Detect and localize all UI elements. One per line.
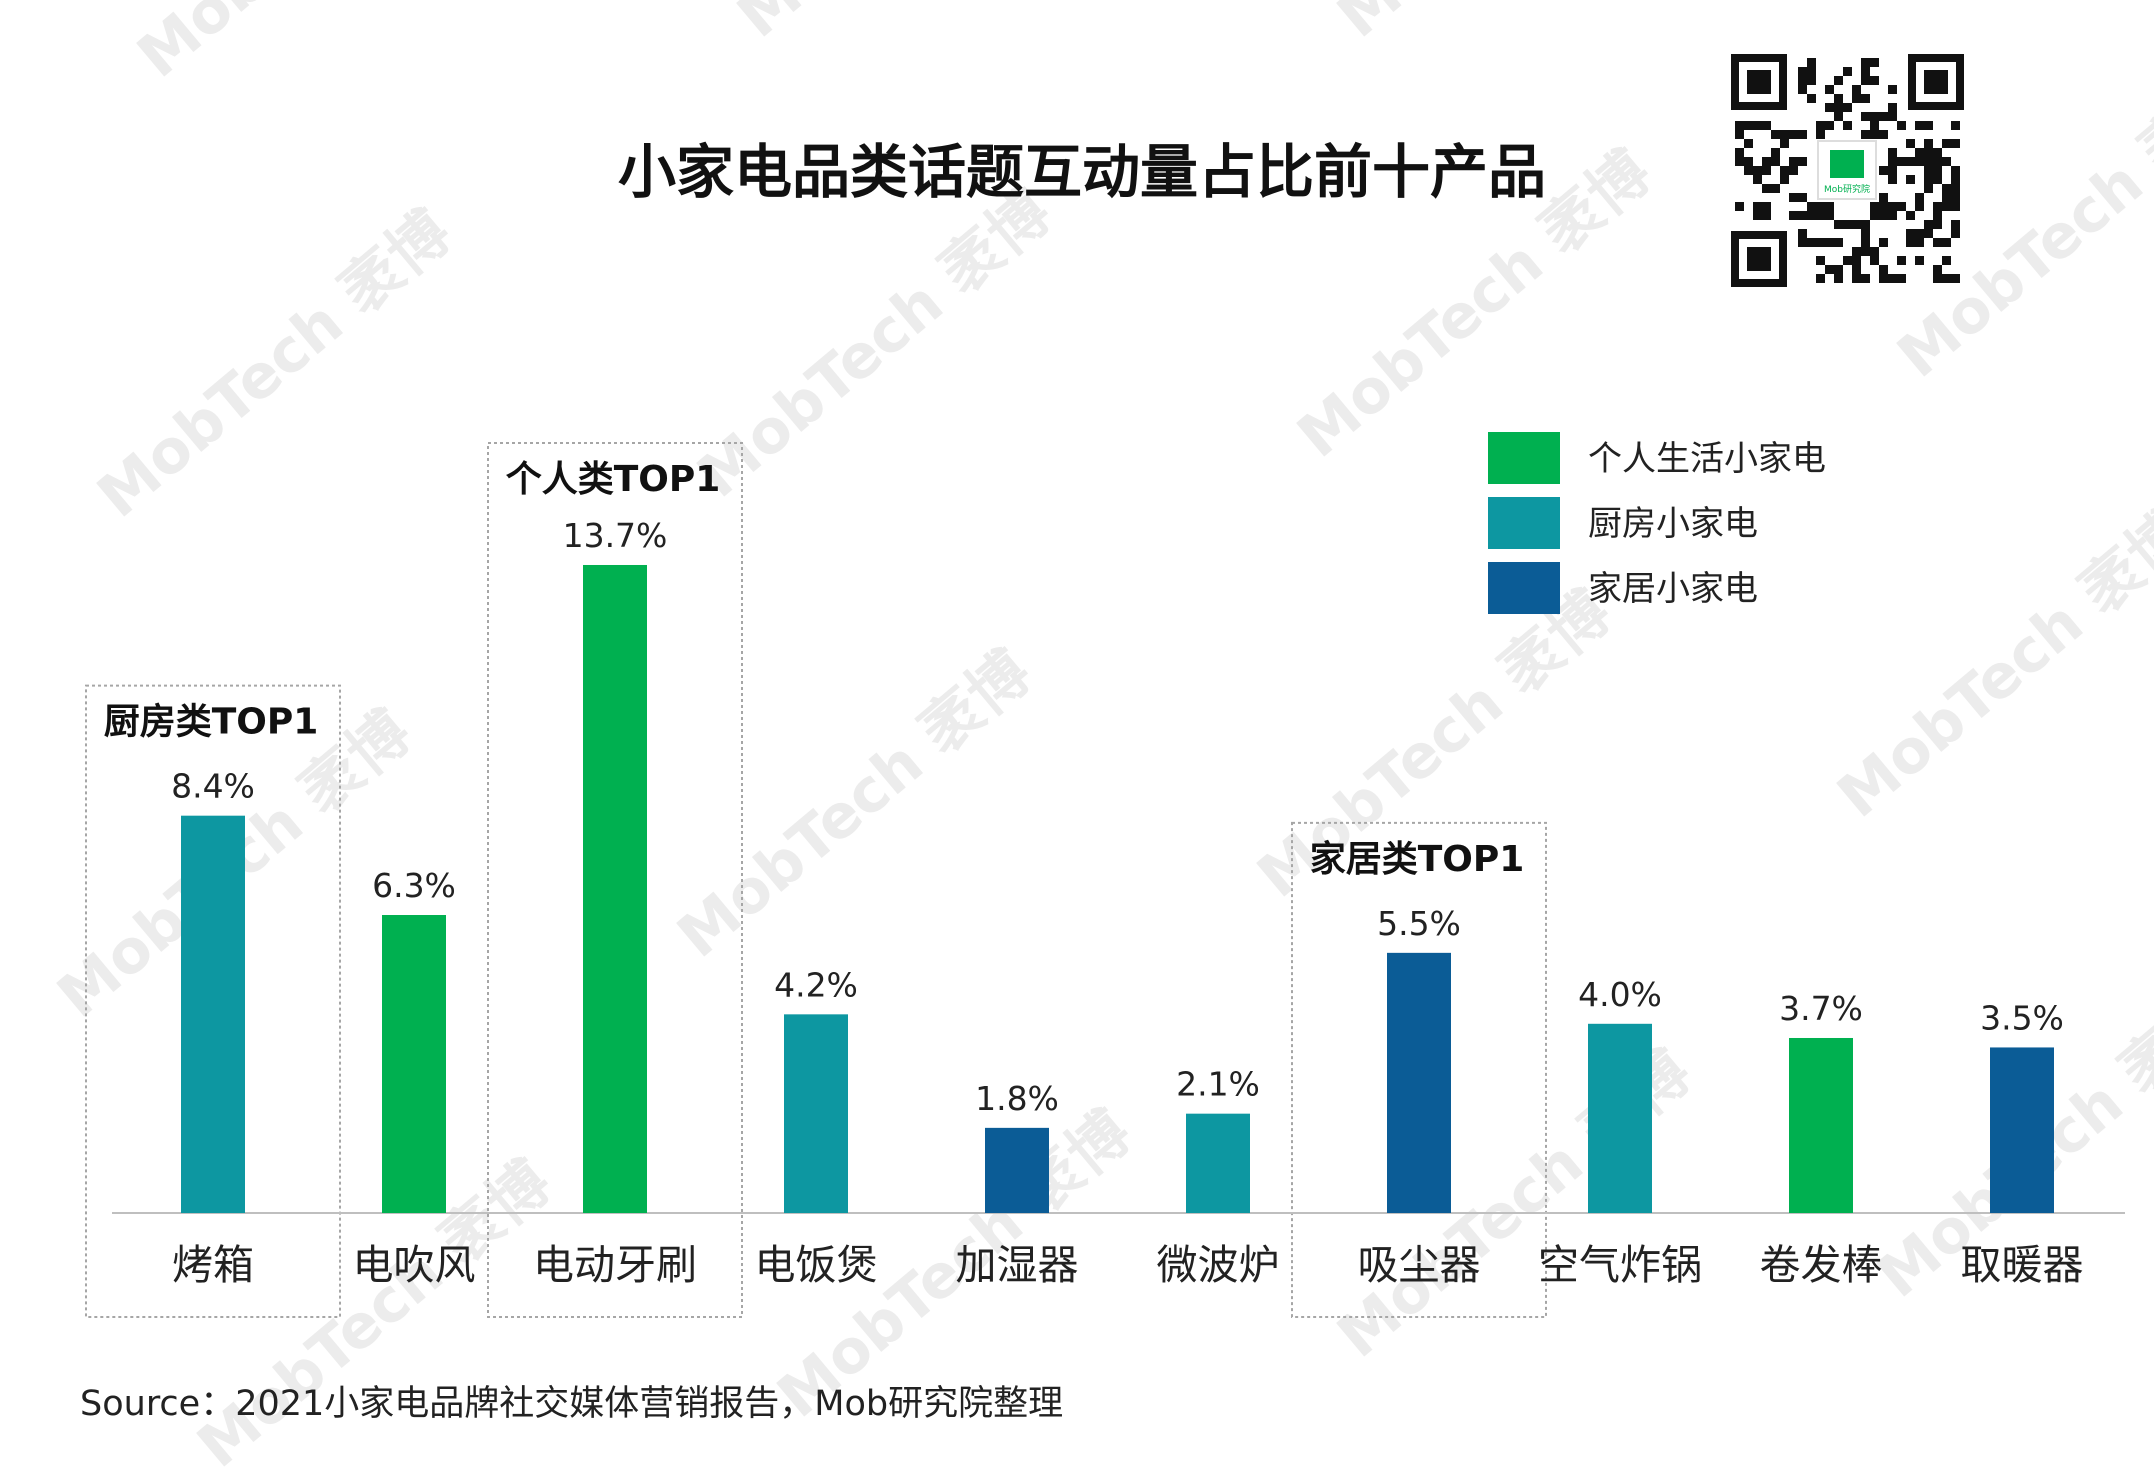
source-note: Source：2021小家电品牌社交媒体营销报告，Mob研究院整理 [80,1384,1063,1424]
bar [1990,1047,2054,1213]
watermark-text: MobTech 袤博 [665,637,1045,971]
bar [784,1014,848,1213]
bar [1186,1113,1250,1213]
bar [583,564,647,1213]
x-tick-label: 卷发棒 [1760,1241,1883,1289]
bar [1588,1023,1652,1213]
watermark-text: MobTech 袤博 [125,0,505,91]
watermark-text: MobTech 袤博 [1325,0,1705,51]
data-label: 2.1% [1176,1065,1260,1104]
x-tick-label: 电动牙刷 [533,1241,697,1289]
legend-swatch [1488,497,1560,549]
qr-logo-text: Mob研究院 [1824,183,1870,195]
qr-code-pattern [1735,58,1960,283]
bar [985,1127,1049,1213]
data-label: 3.7% [1779,989,1863,1028]
data-label: 8.4% [171,767,255,806]
top-box [487,442,743,1318]
x-tick-label: 取暖器 [1961,1241,2084,1289]
watermark-text: MobTech 袤博 [1825,497,2154,831]
legend-swatch [1488,432,1560,484]
top-box-label: 家居类TOP1 [1310,839,1525,880]
bar [382,915,446,1213]
x-tick-label: 吸尘器 [1358,1241,1481,1289]
bar [181,815,245,1213]
x-tick-label: 空气炸锅 [1538,1241,1702,1289]
bar [1789,1037,1853,1213]
x-tick-label: 加湿器 [956,1241,1079,1289]
x-tick-label: 微波炉 [1157,1241,1280,1289]
data-label: 3.5% [1980,998,2064,1037]
data-label: 4.0% [1578,975,1662,1014]
data-label: 1.8% [975,1079,1059,1118]
legend-swatch [1488,562,1560,614]
bar [1387,952,1451,1213]
legend-label: 个人生活小家电 [1588,439,1826,479]
x-tick-label: 电饭煲 [755,1241,878,1289]
data-label: 5.5% [1377,904,1461,943]
legend-label: 厨房小家电 [1588,504,1758,544]
data-label: 4.2% [774,965,858,1004]
qr-code: Mob研究院 [1731,54,1964,287]
data-label: 13.7% [563,516,668,555]
top-box-label: 厨房类TOP1 [104,702,319,743]
data-label: 6.3% [372,866,456,905]
watermark-text: MobTech 袤博 [85,197,465,531]
top-box-label: 个人类TOP1 [506,459,721,500]
top-box [85,684,341,1318]
x-tick-label: 烤箱 [172,1241,254,1289]
qr-logo-icon [1830,150,1864,178]
category-labels: 烤箱 电吹风 电动牙刷 电饭煲 加湿器 微波炉 吸尘器 空气炸锅 卷发棒 取暖器 [172,1241,2084,1289]
value-labels: 8.4% 6.3% 13.7% 4.2% 1.8% 2.1% 5.5% 4.0% 3.7% 3.5… [171,516,2064,1118]
chart-title: 小家电品类话题互动量占比前十产品 [618,138,1546,206]
top-highlight-boxes: 厨房类TOP1 个人类TOP1 家居类TOP1 [85,442,1547,1318]
top-box [1291,821,1547,1318]
legend-label: 家居小家电 [1588,569,1758,609]
bars [181,564,2054,1213]
x-tick-label: 电吹风 [353,1241,476,1289]
watermark-text: MobTech 袤博 [725,0,1105,51]
